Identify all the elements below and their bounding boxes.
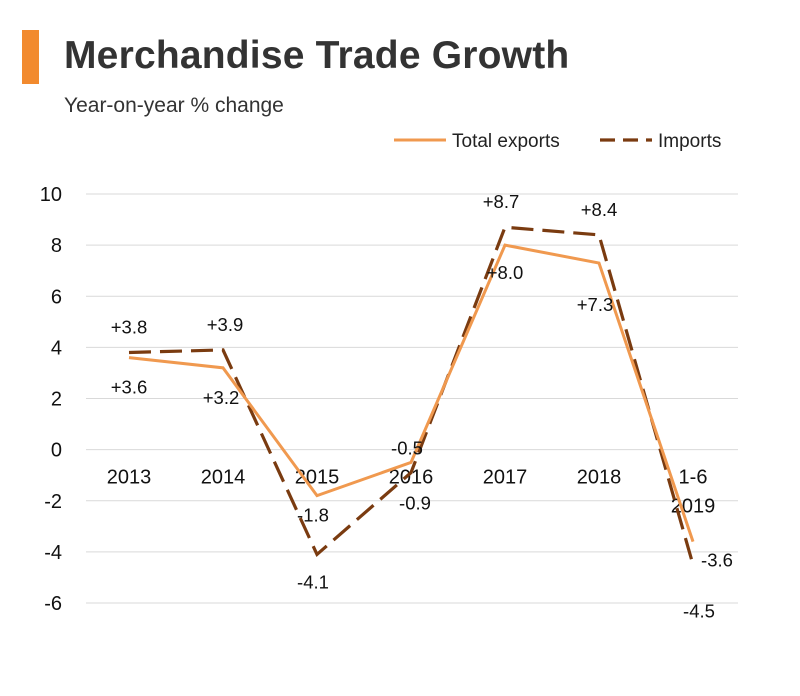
exports-data-label: +8.0	[487, 262, 524, 283]
exports-data-label: -3.6	[701, 550, 733, 571]
y-tick-label: -2	[44, 491, 62, 513]
imports-data-label: -0.9	[399, 493, 431, 514]
exports-data-label: -0.5	[391, 437, 423, 458]
y-tick-label: 0	[51, 440, 62, 462]
imports-data-label: +3.8	[111, 316, 148, 337]
exports-data-label: +3.6	[111, 377, 148, 398]
x-category-label: 2017	[483, 467, 528, 489]
imports-data-label: +8.4	[581, 199, 618, 220]
x-category-label: 2013	[107, 467, 152, 489]
chart-subtitle: Year-on-year % change	[64, 94, 284, 117]
imports-data-label: +8.7	[483, 191, 520, 212]
y-tick-label: 6	[51, 286, 62, 308]
x-category-label: 2014	[201, 467, 246, 489]
y-tick-label: 4	[51, 337, 62, 359]
exports-line	[128, 243, 695, 543]
x-category-label: 1-6	[679, 467, 708, 489]
legend: Total exports Imports	[394, 131, 721, 152]
y-tick-label: 2	[51, 389, 62, 411]
y-tick-label: -6	[44, 593, 62, 615]
y-axis-tick-labels: 10 8 6 4 2 0 -2 -4 -6	[40, 184, 62, 615]
chart-title: Merchandise Trade Growth	[64, 34, 570, 77]
title-accent-bar	[22, 30, 39, 84]
y-tick-label: -4	[44, 542, 62, 564]
imports-data-label: -4.5	[683, 601, 715, 622]
x-category-label: 2018	[577, 467, 622, 489]
x-category-label: 2015	[295, 467, 340, 489]
imports-line	[128, 225, 695, 566]
imports-data-label: +3.9	[207, 314, 244, 335]
exports-data-label: +7.3	[577, 294, 614, 315]
data-labels: +3.6 +3.2 -1.8 -0.5 +8.0 +7.3 -3.6 +3.8 +3.9 -4.1…	[111, 191, 733, 621]
imports-data-label: -4.1	[297, 571, 329, 592]
y-tick-label: 10	[40, 184, 62, 206]
exports-data-label: +3.2	[203, 387, 240, 408]
legend-label-imports: Imports	[658, 131, 721, 152]
series-lines	[128, 225, 695, 566]
grid-lines	[86, 193, 738, 604]
legend-label-exports: Total exports	[452, 131, 560, 152]
x-category-label: 2016	[389, 467, 434, 489]
y-tick-label: 8	[51, 235, 62, 257]
exports-data-label: -1.8	[297, 505, 329, 526]
